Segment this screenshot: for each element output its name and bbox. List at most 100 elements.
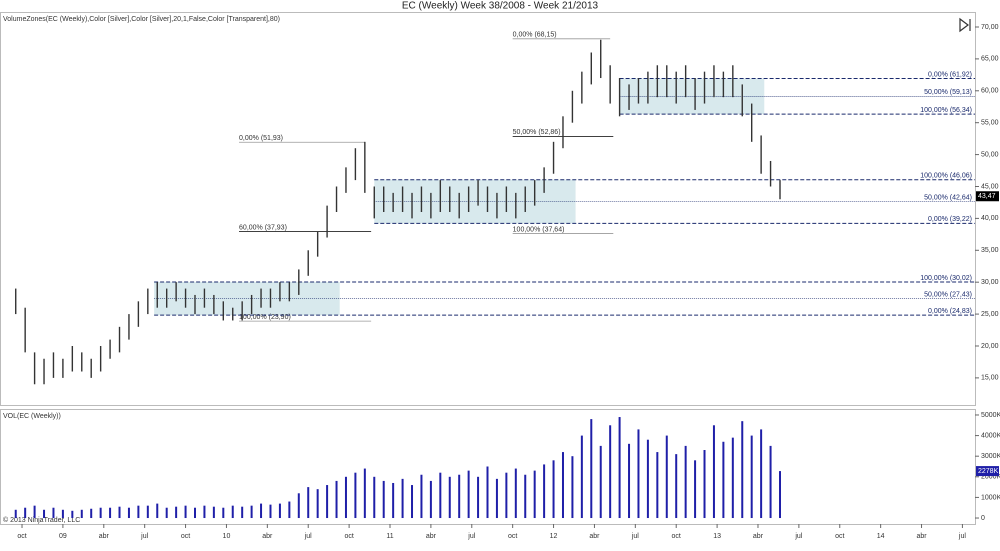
volume-bar <box>495 478 498 519</box>
volume-bar <box>684 445 687 519</box>
x-tick-label: oct <box>181 533 190 540</box>
y-tick-label: 40,00 <box>981 215 999 222</box>
volume-bar <box>156 503 159 519</box>
x-tick-label: abr <box>753 533 764 540</box>
volume-bar <box>61 509 64 519</box>
y-tick-label: 35,00 <box>981 247 999 254</box>
y-tick-label: 3000K <box>981 453 1000 460</box>
y-tick-label: 2000K <box>981 474 1000 481</box>
volume-bar <box>326 485 329 519</box>
volume-bar <box>241 506 244 519</box>
retracement-label: 60,00% (37,93) <box>239 224 287 231</box>
fib-label: 100,00% (56,34) <box>920 107 972 114</box>
fib-label: 50,00% (59,13) <box>924 89 972 96</box>
x-tick-label: jul <box>304 533 312 540</box>
volume-bar <box>656 452 659 519</box>
volume-bar <box>769 445 772 519</box>
volume-bar <box>260 503 263 519</box>
x-tick-label: abr <box>916 533 927 540</box>
volume-bar <box>722 441 725 519</box>
volume-bar <box>448 476 451 519</box>
last-value-flag <box>976 466 999 477</box>
volume-bar <box>363 468 366 519</box>
volume-bar <box>33 505 36 519</box>
fib-label: 100,00% (46,06) <box>920 173 972 180</box>
volume-bar <box>288 501 291 519</box>
volume-bar <box>278 503 281 519</box>
volume-bar <box>712 425 715 519</box>
volume-bar <box>665 435 668 519</box>
volume-bar <box>514 468 517 519</box>
volume-bar <box>250 505 253 519</box>
x-tick-label: abr <box>426 533 437 540</box>
volume-bar <box>599 445 602 519</box>
volume-bar <box>316 489 319 519</box>
volume-bar <box>203 505 206 519</box>
volume-bar <box>552 460 555 519</box>
fib-label: 0,00% (24,83) <box>928 308 972 315</box>
volume-bar <box>373 476 376 519</box>
y-tick-label: 50,00 <box>981 151 999 158</box>
y-tick-label: 15,00 <box>981 375 999 382</box>
volume-bar <box>741 421 744 519</box>
y-tick-label: 5000K <box>981 412 1000 419</box>
volume-bar <box>637 429 640 519</box>
y-tick-label: 1000K <box>981 494 1000 501</box>
volume-bar <box>344 476 347 519</box>
x-tick-label: abr <box>262 533 273 540</box>
y-tick-label: 55,00 <box>981 120 999 127</box>
volume-bar <box>307 487 310 519</box>
volume-bar <box>580 435 583 519</box>
volume-bar <box>458 474 461 519</box>
volume-bar <box>382 480 385 519</box>
x-tick-label: abr <box>589 533 600 540</box>
volume-bar <box>14 509 17 519</box>
x-tick-label: jul <box>958 533 966 540</box>
volume-bar <box>335 480 338 519</box>
fib-label: 0,00% (39,22) <box>928 216 972 223</box>
y-tick-label: 65,00 <box>981 56 999 63</box>
y-tick-label: 0 <box>981 515 985 522</box>
volume-bar <box>477 476 480 519</box>
retracement-label: 100,00% (23,90) <box>239 314 291 321</box>
fib-label: 50,00% (27,43) <box>924 291 972 298</box>
volume-bar <box>675 454 678 519</box>
y-tick-label: 25,00 <box>981 311 999 318</box>
volume-bar <box>43 509 46 519</box>
y-tick-label: 20,00 <box>981 343 999 350</box>
volume-bar <box>175 506 178 519</box>
x-tick-label: oct <box>17 533 26 540</box>
volume-bar <box>533 470 536 519</box>
chart-title: EC (Weekly) Week 38/2008 - Week 21/2013 <box>402 1 599 12</box>
volume-bar <box>505 472 508 519</box>
volume-bar <box>297 493 300 519</box>
volume-panel <box>0 409 976 525</box>
retracement-label: 50,00% (52,86) <box>513 129 561 136</box>
volume-bar <box>609 425 612 519</box>
fib-label: 0,00% (61,92) <box>928 71 972 78</box>
x-tick-label: jul <box>467 533 475 540</box>
volume-bar <box>184 505 187 519</box>
volume-bar <box>543 464 546 519</box>
volume-bar <box>779 471 781 519</box>
volume-bar <box>561 452 564 519</box>
volume-bar <box>694 460 697 519</box>
x-tick-label: 14 <box>877 533 885 540</box>
x-tick-label: 13 <box>713 533 721 540</box>
fib-label: 50,00% (42,64) <box>924 194 972 201</box>
x-tick-label: oct <box>835 533 844 540</box>
scroll-end-icon[interactable] <box>959 17 971 33</box>
x-tick-label: jul <box>140 533 148 540</box>
y-tick-label: 60,00 <box>981 88 999 95</box>
y-tick-label: 30,00 <box>981 279 999 286</box>
x-tick-label: jul <box>631 533 639 540</box>
volume-bar <box>392 482 395 519</box>
volume-bar <box>401 478 404 519</box>
volume-bar <box>467 470 470 519</box>
volume-bar <box>439 472 442 519</box>
volume-bar <box>222 507 225 519</box>
y-tick-label: 4000K <box>981 432 1000 439</box>
price-panel <box>0 12 976 406</box>
